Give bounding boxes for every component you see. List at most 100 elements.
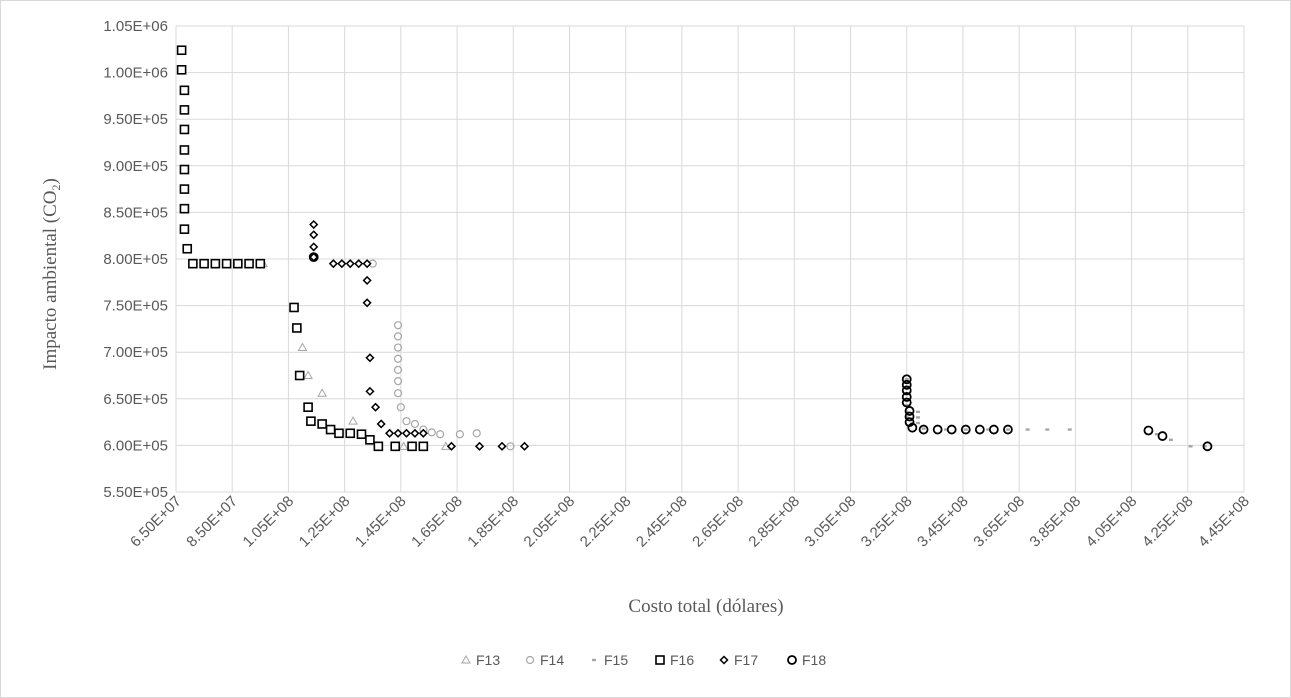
data-point	[179, 203, 190, 214]
data-point	[365, 435, 375, 445]
y-tick-labels: 5.50E+05 6.00E+05 6.50E+05 7.00E+05 7.50E+05…	[103, 18, 168, 501]
data-point	[901, 379, 912, 390]
legend-label-f13: F13	[476, 652, 500, 668]
legend: F13 F14 F15 F16 F17 F18	[461, 652, 826, 668]
data-point	[354, 259, 364, 269]
data-point	[294, 370, 305, 381]
x-tick-label: 2.25E+08	[577, 493, 635, 551]
x-tick-label: 2.85E+08	[745, 493, 803, 551]
data-point	[356, 429, 367, 440]
data-point	[297, 342, 308, 352]
data-point	[362, 275, 372, 285]
data-point	[960, 424, 971, 435]
data-point	[385, 428, 395, 438]
data-point	[918, 424, 929, 435]
y-tick-label: 9.00E+05	[103, 158, 168, 175]
x-tick-label: 1.65E+08	[408, 493, 466, 551]
data-point	[401, 428, 412, 438]
data-point	[472, 429, 481, 438]
data-point	[907, 422, 918, 433]
data-point	[1005, 428, 1010, 431]
data-point	[988, 424, 999, 435]
data-point	[179, 164, 190, 175]
y-axis-title-main: Impacto ambiental (CO	[40, 190, 61, 369]
data-point	[904, 404, 909, 407]
x-tick-label: 2.05E+08	[521, 493, 579, 551]
data-point	[904, 398, 909, 401]
x-tick-label: 1.05E+08	[240, 493, 298, 551]
data-point	[393, 332, 403, 341]
x-tick-label: 2.65E+08	[689, 493, 747, 551]
data-point	[337, 259, 347, 269]
x-tick-labels: 6.50E+078.50E+071.05E+081.25E+081.45E+08…	[127, 493, 1253, 551]
data-point	[390, 441, 401, 452]
data-point	[373, 441, 384, 452]
data-point	[303, 370, 313, 379]
data-point	[179, 224, 190, 234]
legend-label-f16: F16	[670, 652, 694, 668]
data-point	[188, 258, 198, 269]
plot-area	[176, 45, 1213, 452]
data-point	[345, 428, 356, 439]
y-tick-label: 5.50E+05	[103, 484, 168, 501]
data-point	[974, 424, 985, 435]
data-point	[1067, 428, 1072, 431]
data-point	[1143, 425, 1154, 436]
x-tick-label: 4.05E+08	[1083, 493, 1141, 551]
x-tick-label: 3.25E+08	[858, 493, 916, 551]
data-point	[497, 441, 507, 451]
data-point	[179, 85, 190, 96]
data-point	[446, 441, 456, 451]
x-tick-label: 3.65E+08	[970, 493, 1028, 551]
data-point	[244, 258, 254, 269]
data-point	[179, 145, 190, 155]
data-point	[410, 419, 419, 429]
y-tick-label: 9.50E+05	[103, 111, 168, 128]
data-point	[904, 410, 909, 414]
data-point	[362, 259, 372, 269]
data-point	[402, 417, 411, 426]
y-axis-title: Impacto ambiental (CO2)	[40, 178, 63, 370]
data-point	[915, 416, 920, 419]
y-tick-label: 8.00E+05	[103, 251, 168, 268]
x-tick-label: 4.45E+08	[1195, 493, 1253, 551]
data-point	[325, 424, 336, 435]
series-f16	[176, 45, 429, 452]
data-point	[179, 184, 190, 194]
data-point	[407, 441, 417, 452]
data-point	[455, 430, 464, 439]
data-point	[362, 298, 372, 308]
data-point	[946, 424, 957, 435]
gridlines	[175, 25, 1245, 493]
data-point	[904, 378, 909, 381]
y-axis-title-close: )	[40, 178, 61, 184]
legend-marker-f13	[461, 654, 471, 664]
data-point	[393, 365, 403, 375]
data-point	[221, 258, 232, 269]
data-point	[418, 441, 429, 452]
data-point	[921, 427, 926, 430]
legend-label-f14: F14	[540, 652, 564, 668]
data-point	[901, 385, 912, 396]
data-point	[915, 421, 920, 425]
data-point	[365, 353, 375, 363]
data-point	[904, 386, 909, 389]
data-point	[317, 388, 328, 397]
x-tick-label: 4.25E+08	[1139, 493, 1197, 551]
data-point	[303, 402, 313, 412]
y-tick-label: 6.00E+05	[103, 437, 168, 454]
data-point	[1157, 431, 1168, 441]
data-point	[210, 258, 221, 269]
x-tick-label: 2.45E+08	[633, 493, 691, 551]
data-point	[393, 376, 403, 386]
x-tick-label: 6.50E+07	[127, 493, 185, 551]
data-point	[932, 424, 943, 435]
y-axis-title-subscript: 2	[49, 184, 63, 190]
x-tick-label: 3.45E+08	[914, 493, 972, 551]
data-point	[986, 428, 991, 431]
data-point	[328, 259, 338, 269]
data-point	[182, 243, 193, 254]
data-point	[963, 428, 968, 431]
data-point	[309, 219, 319, 230]
